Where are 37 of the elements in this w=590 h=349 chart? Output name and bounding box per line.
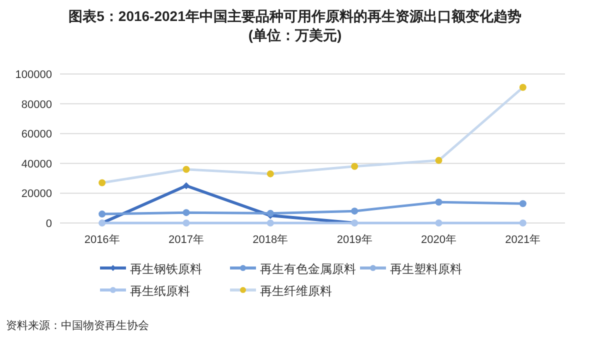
point xyxy=(98,210,106,218)
legend-label: 再生纸原料 xyxy=(130,284,190,298)
y-tick-label: 80000 xyxy=(21,98,52,111)
chart-subtitle: (单位：万美元) xyxy=(248,27,342,43)
point xyxy=(182,182,190,190)
chart-title: 图表5：2016-2021年中国主要品种可用作原料的再生资源出口额变化趋势 xyxy=(68,8,522,24)
point xyxy=(98,179,106,186)
point xyxy=(519,200,526,208)
point xyxy=(182,220,190,226)
x-tick-label: 2017年 xyxy=(168,234,204,246)
y-tick-label: 60000 xyxy=(21,128,52,141)
legend-label: 再生纤维原料 xyxy=(260,284,332,298)
y-tick-label: 100000 xyxy=(15,69,52,81)
point xyxy=(435,198,442,206)
y-tick-label: 0 xyxy=(46,218,52,230)
legend-label: 再生塑料原料 xyxy=(390,262,462,276)
point xyxy=(266,170,274,178)
point xyxy=(351,162,358,170)
x-tick-label: 2016年 xyxy=(84,234,120,246)
point xyxy=(266,220,274,226)
point xyxy=(519,84,526,91)
point xyxy=(519,220,526,226)
x-tick-label: 2020年 xyxy=(421,234,456,246)
legend-label: 再生钢铁原料 xyxy=(130,262,202,276)
point xyxy=(266,210,274,217)
x-tick-label: 2019年 xyxy=(336,234,372,246)
text: 资料来源：中国物资再生协会 xyxy=(6,319,149,332)
x-tick-label: 2021年 xyxy=(505,234,541,246)
point xyxy=(435,220,442,226)
legend-label: 再生有色金属原料 xyxy=(260,262,356,276)
point xyxy=(182,166,190,173)
y-tick-label: 20000 xyxy=(21,188,52,200)
x-tick-label: 2018年 xyxy=(252,234,288,246)
point xyxy=(435,156,442,164)
point xyxy=(182,209,190,216)
point xyxy=(351,208,358,215)
y-tick-label: 40000 xyxy=(21,158,52,170)
